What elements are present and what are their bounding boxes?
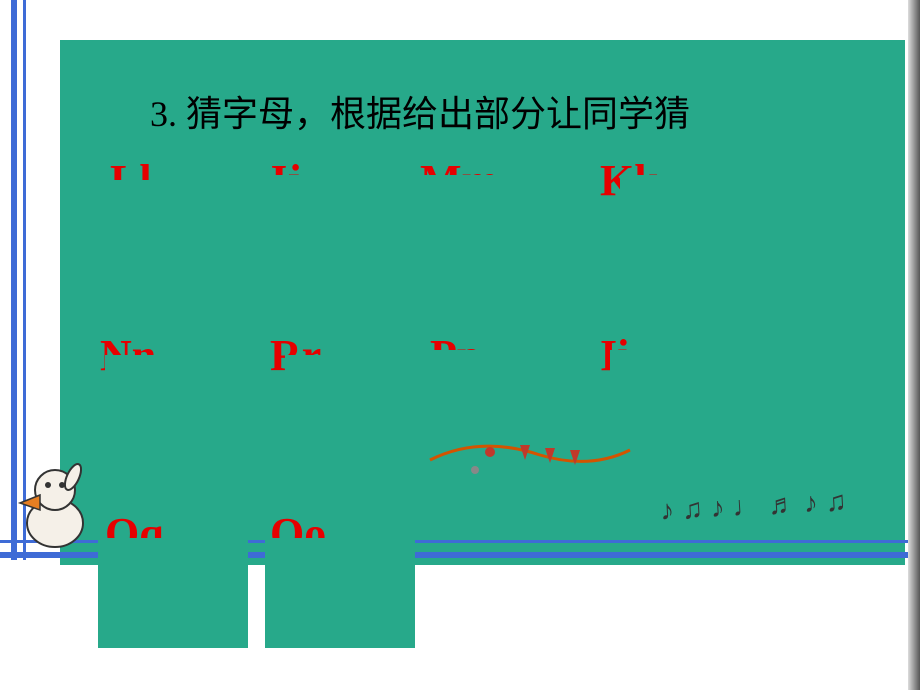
cover-box[interactable] xyxy=(105,355,215,460)
cover-box[interactable] xyxy=(98,538,248,648)
slide-title: 3. 猜字母，根据给出部分让同学猜 xyxy=(150,85,690,137)
right-edge-shadow xyxy=(908,0,920,690)
cover-box[interactable] xyxy=(232,175,372,285)
bird-icon xyxy=(15,455,95,555)
cover-box[interactable] xyxy=(385,175,540,285)
cover-box[interactable] xyxy=(105,180,225,290)
cover-box[interactable] xyxy=(285,355,415,470)
music-burst-icon xyxy=(420,430,640,490)
cover-box[interactable] xyxy=(265,538,415,648)
cover-box[interactable] xyxy=(620,175,755,285)
